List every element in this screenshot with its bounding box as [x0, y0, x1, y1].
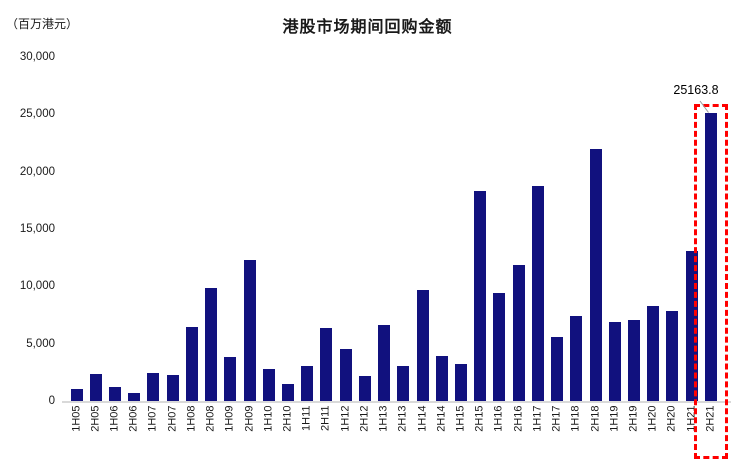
- y-tick-label: 15,000: [19, 223, 55, 235]
- x-tick-label-1H08: 1H08: [185, 405, 198, 432]
- bar-1H05: [70, 389, 83, 402]
- bar-1H11: [301, 365, 314, 402]
- x-tick-label-1H09: 1H09: [223, 405, 236, 432]
- x-tick-label-2H06: 2H06: [127, 405, 140, 432]
- bar-2H07: [166, 375, 179, 402]
- x-tick-label-1H14: 1H14: [416, 405, 429, 432]
- bar-2H06: [128, 393, 141, 402]
- bar-2H20: [666, 310, 679, 402]
- x-tick-label-1H10: 1H10: [262, 405, 275, 432]
- bar-1H09: [224, 357, 237, 402]
- annotation-value: 25163.8: [673, 83, 719, 97]
- x-tick-label-1H20: 1H20: [646, 405, 659, 432]
- bar-2H12: [358, 375, 371, 402]
- x-tick-label-1H17: 1H17: [531, 405, 544, 432]
- x-tick-label-2H10: 2H10: [281, 405, 294, 432]
- bar-2H15: [474, 190, 487, 402]
- x-axis-line: [62, 401, 731, 403]
- y-tick-label: 0: [48, 395, 55, 407]
- x-tick-label-2H16: 2H16: [512, 405, 525, 432]
- bar-1H06: [108, 386, 121, 402]
- bar-2H18: [589, 148, 602, 402]
- x-tick-label-2H08: 2H08: [204, 405, 217, 432]
- bar-1H08: [185, 327, 198, 402]
- x-tick-label-2H12: 2H12: [358, 405, 371, 432]
- y-tick-label: 30,000: [19, 51, 55, 63]
- x-tick-label-2H11: 2H11: [319, 405, 332, 431]
- bar-2H10: [281, 384, 294, 402]
- x-tick-label-1H06: 1H06: [108, 405, 121, 432]
- bar-1H07: [147, 373, 160, 402]
- x-tick-label-1H19: 1H19: [608, 405, 621, 432]
- y-tick-label: 10,000: [19, 280, 55, 293]
- x-tick-label-1H15: 1H15: [454, 405, 467, 432]
- x-tick-label-1H18: 1H18: [569, 405, 582, 432]
- bar-1H20: [647, 305, 660, 402]
- chart-title: 港股市场期间回购金额: [282, 19, 453, 36]
- x-tick-label-1H07: 1H07: [146, 405, 159, 432]
- x-tick-label-2H17: 2H17: [550, 405, 563, 432]
- bar-1H12: [339, 349, 352, 402]
- x-tick-label-2H05: 2H05: [89, 405, 102, 432]
- bar-1H16: [493, 293, 506, 402]
- bar-2H21: [704, 113, 717, 402]
- bar-2H14: [435, 355, 448, 402]
- bar-1H14: [416, 289, 429, 402]
- bar-1H13: [378, 324, 391, 402]
- x-tick-label-2H09: 2H09: [243, 405, 256, 432]
- bar-2H13: [397, 365, 410, 402]
- bar-1H15: [455, 363, 467, 402]
- bar-2H16: [512, 264, 525, 402]
- x-tick-label-2H19: 2H19: [627, 405, 640, 432]
- y-tick-label: 20,000: [19, 165, 55, 178]
- bar-2H05: [89, 373, 102, 402]
- x-tick-label-2H14: 2H14: [435, 405, 448, 432]
- bar-2H09: [243, 259, 256, 402]
- bar-1H10: [262, 369, 275, 402]
- bar-1H17: [531, 186, 544, 402]
- highlight-dashed-box: [693, 104, 728, 459]
- bar-2H19: [628, 319, 641, 402]
- x-tick-label-2H15: 2H15: [473, 405, 486, 432]
- bar-2H08: [205, 288, 218, 402]
- x-tick-label-1H05: 1H05: [70, 405, 82, 432]
- x-tick-label-1H12: 1H12: [339, 405, 352, 432]
- x-tick-label-2H20: 2H20: [665, 405, 678, 432]
- bar-1H18: [570, 315, 583, 402]
- bar-2H17: [551, 336, 564, 402]
- x-tick-label-2H18: 2H18: [589, 405, 602, 432]
- x-tick-label-2H13: 2H13: [396, 405, 409, 432]
- y-axis-unit-label: （百万港元）: [6, 17, 79, 31]
- bar-2H11: [320, 327, 333, 402]
- y-tick-label: 25,000: [19, 108, 55, 121]
- x-tick-label-1H16: 1H16: [492, 405, 505, 432]
- x-tick-label-1H13: 1H13: [377, 405, 390, 432]
- x-tick-label-2H07: 2H07: [166, 405, 179, 432]
- bar-1H19: [608, 322, 621, 402]
- y-tick-label: 5,000: [26, 337, 55, 350]
- x-tick-label-1H11: 1H11: [300, 405, 313, 431]
